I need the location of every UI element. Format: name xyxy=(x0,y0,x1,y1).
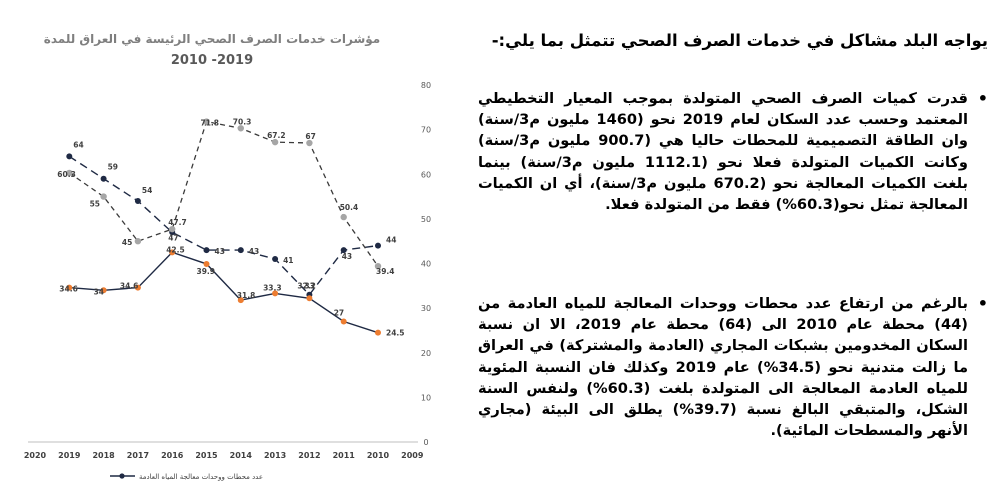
series-line-solid-dark xyxy=(68,155,379,296)
x-tick-label: 2015 xyxy=(195,451,218,460)
data-label-solid-orange: 24.5 xyxy=(386,329,405,338)
y-tick-label: 30 xyxy=(421,304,431,313)
x-tick-label: 2014 xyxy=(230,451,253,460)
data-point-dashed-gray xyxy=(203,118,210,125)
data-label-dashed-gray: 47.7 xyxy=(168,218,187,227)
intro-heading: يواجه البلد مشاكل في خدمات الصرف الصحي ت… xyxy=(491,31,988,50)
chart-title-line1: مؤشرات خدمات الصرف الصحي الرئيسة في العر… xyxy=(44,32,380,47)
data-point-solid-orange xyxy=(272,290,279,297)
y-tick-label: 60 xyxy=(421,170,431,179)
data-label-dashed-gray: 67 xyxy=(305,132,315,141)
data-label-solid-dark: 64 xyxy=(73,140,83,149)
data-label-dashed-gray: 60.3 xyxy=(57,170,76,179)
series-line-dashed-gray xyxy=(68,120,379,267)
bullet-item-2: • بالرغم من ارتفاع عدد محطات ووحدات المع… xyxy=(478,293,988,441)
x-tick-label: 2009 xyxy=(401,451,424,460)
bullet-text-1: قدرت كميات الصرف الصحي المتولدة بموجب ال… xyxy=(478,90,969,214)
data-label-solid-dark: 43 xyxy=(215,247,225,256)
y-tick-label: 80 xyxy=(421,81,431,90)
x-tick-label: 2017 xyxy=(127,451,149,460)
data-label-solid-orange: 34.6 xyxy=(120,282,139,291)
data-label-dashed-gray: 55 xyxy=(90,200,100,209)
data-point-dashed-gray xyxy=(169,225,176,233)
chart-area: مؤشرات خدمات الصرف الصحي الرئيسة في العر… xyxy=(0,0,470,486)
data-point-dashed-gray xyxy=(66,169,73,177)
data-label-solid-orange: 42.5 xyxy=(166,245,185,254)
data-point-solid-orange xyxy=(306,295,313,302)
data-label-solid-dark: 59 xyxy=(108,163,118,172)
line-chart: مؤشرات خدمات الصرف الصحي الرئيسة في العر… xyxy=(24,32,431,481)
y-tick-label: 70 xyxy=(421,126,431,135)
bullet-text-2: بالرغم من ارتفاع عدد محطات ووحدات المعال… xyxy=(478,295,968,440)
x-tick-label: 2019 xyxy=(58,451,81,460)
y-tick-label: 0 xyxy=(423,438,428,447)
data-point-solid-dark xyxy=(100,175,107,182)
data-point-dashed-gray xyxy=(237,125,244,132)
y-tick-label: 50 xyxy=(421,215,431,224)
data-label-solid-dark: 47 xyxy=(168,233,178,242)
legend-label: عدد محطات ووحدات معالجة المياه العادمة xyxy=(139,473,263,481)
y-tick-label: 10 xyxy=(421,393,431,402)
data-point-solid-dark xyxy=(272,256,279,263)
data-point-solid-orange xyxy=(203,260,210,267)
data-label-solid-dark: 43 xyxy=(249,247,259,256)
data-point-solid-dark xyxy=(134,198,141,205)
data-point-dashed-gray xyxy=(134,237,142,245)
data-label-solid-dark: 43 xyxy=(342,252,352,261)
data-label-dashed-gray: 45 xyxy=(122,238,132,247)
legend-marker xyxy=(119,473,125,479)
data-label-solid-orange: 32.2 xyxy=(297,281,316,290)
y-tick-label: 20 xyxy=(421,349,431,358)
bullet-dot-2: • xyxy=(977,294,988,313)
data-label-solid-dark: 54 xyxy=(142,186,152,195)
data-label-solid-orange: 39.9 xyxy=(197,267,216,276)
bullet-item-1: • قدرت كميات الصرف الصحي المتولدة بموجب … xyxy=(478,88,988,215)
y-tick-label: 40 xyxy=(421,260,431,269)
data-label-dashed-gray: 67.2 xyxy=(267,131,286,140)
data-point-solid-orange xyxy=(169,249,176,256)
data-point-solid-dark xyxy=(340,247,347,254)
data-point-solid-dark xyxy=(203,247,210,254)
data-label-solid-dark: 44 xyxy=(386,236,396,245)
text-column: يواجه البلد مشاكل في خدمات الصرف الصحي ت… xyxy=(470,0,1002,486)
x-tick-label: 2018 xyxy=(92,451,115,460)
x-tick-label: 2012 xyxy=(298,451,320,460)
data-point-dashed-gray xyxy=(374,262,382,270)
data-point-solid-dark xyxy=(375,242,381,249)
data-point-dashed-gray xyxy=(306,139,313,147)
data-point-solid-dark xyxy=(66,153,73,160)
data-label-dashed-gray: 50.4 xyxy=(340,203,359,212)
data-point-solid-orange xyxy=(66,284,73,291)
x-tick-label: 2020 xyxy=(24,451,47,460)
data-label-dashed-gray: 70.3 xyxy=(233,117,252,126)
data-point-solid-orange xyxy=(340,318,347,325)
chart-title-line2: 2010 -2019 xyxy=(171,53,253,68)
data-label-solid-orange: 34 xyxy=(94,287,104,296)
data-point-solid-orange xyxy=(375,329,381,336)
x-tick-label: 2013 xyxy=(264,451,286,460)
data-point-dashed-gray xyxy=(100,193,107,200)
data-label-solid-dark: 33 xyxy=(304,282,314,291)
data-point-dashed-gray xyxy=(340,213,347,221)
series-line-solid-orange xyxy=(69,251,379,334)
data-label-solid-dark: 41 xyxy=(283,256,293,265)
data-label-solid-orange: 31.8 xyxy=(237,291,256,300)
data-point-solid-orange xyxy=(134,284,141,291)
data-label-solid-orange: 27 xyxy=(334,309,344,318)
data-point-solid-orange xyxy=(237,297,244,304)
data-label-solid-orange: 33.3 xyxy=(263,283,282,292)
data-point-dashed-gray xyxy=(271,138,279,146)
data-label-solid-orange: 34.6 xyxy=(59,285,78,294)
x-tick-label: 2016 xyxy=(161,451,184,460)
bullet-dot-1: • xyxy=(977,89,988,108)
data-label-dashed-gray: 39.4 xyxy=(376,267,395,276)
data-point-solid-orange xyxy=(100,287,107,294)
x-tick-label: 2011 xyxy=(333,451,356,460)
x-tick-label: 2010 xyxy=(367,451,390,460)
data-label-dashed-gray: 71.8 xyxy=(201,119,220,128)
data-point-solid-dark xyxy=(237,247,244,254)
